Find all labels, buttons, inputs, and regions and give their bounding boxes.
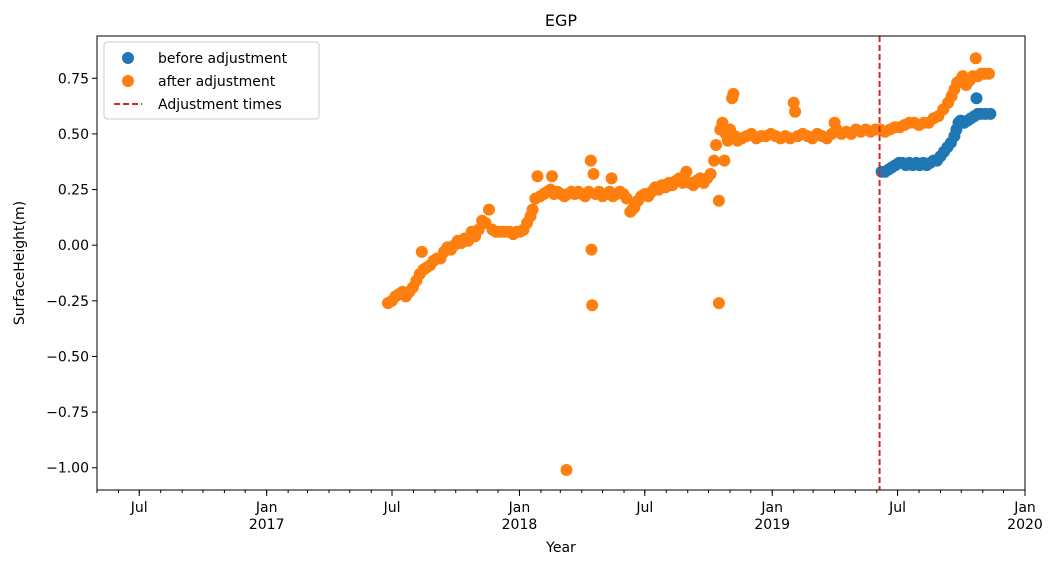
x-tick-year-label: 2020 [1007,517,1043,533]
y-tick-label: −1.00 [46,461,89,477]
data-point [620,192,633,205]
data-point [969,52,982,65]
data-point [704,168,717,180]
data-point [483,203,495,216]
x-tick-label: Jul [383,500,401,516]
legend-box [103,41,320,120]
y-axis-title: SurfaceHeight(m) [12,201,28,325]
x-tick-label: Jan [760,500,783,516]
x-tick-label: Jan [508,500,531,516]
chart-title: EGP [545,11,578,30]
x-tick-label: Jul [130,500,148,516]
data-point [712,194,725,207]
legend-label-before: before adjustment [158,51,288,67]
data-point [587,168,600,180]
data-point [605,172,618,185]
data-point [712,297,725,310]
y-tick-label: −0.50 [46,349,89,365]
x-tick-year-label: 2018 [502,517,538,533]
y-axis: 0.75 0.50 0.25 0.00 −0.25 −0.50 −0.75 −1.00 [46,71,97,477]
y-tick-label: 0.50 [58,127,89,143]
x-tick-label: Jan [1013,500,1036,516]
x-tick-label: Jul [635,500,653,516]
legend-marker-before [122,52,134,64]
x-tick-year-label: 2017 [249,517,285,533]
data-point [984,107,997,120]
legend-label-adjustment: Adjustment times [158,97,282,113]
y-tick-label: 0.25 [58,183,89,199]
x-tick-label: Jan [255,500,278,516]
data-point [680,165,693,178]
y-tick-label: −0.75 [46,405,89,421]
data-point [708,154,721,167]
data-point [970,92,983,105]
series-before-adjustment [875,92,997,178]
points-layer [381,52,997,476]
data-point [415,245,428,258]
series-after-adjustment [381,52,995,476]
y-tick-label: −0.25 [46,294,89,310]
data-point [727,87,740,100]
data-point [531,170,544,183]
data-point [560,464,573,476]
plot-frame [96,35,1026,491]
data-point [710,139,723,151]
data-point [718,154,731,167]
x-tick-year-label: 2019 [754,517,790,533]
data-point [983,67,995,80]
data-point [526,203,539,216]
data-point [546,170,558,183]
data-point [585,243,598,256]
y-tick-label: 0.75 [58,71,89,87]
data-point [787,96,800,109]
data-point [584,154,597,167]
y-tick-label: 0.00 [58,238,89,254]
x-tick-label: Jul [888,500,906,516]
x-axis-title: Year [545,540,576,556]
legend: before adjustment after adjustment Adjus… [103,41,320,120]
data-point [789,105,802,118]
legend-marker-after [122,75,134,87]
data-point [586,299,599,312]
legend-label-after: after adjustment [158,74,276,90]
